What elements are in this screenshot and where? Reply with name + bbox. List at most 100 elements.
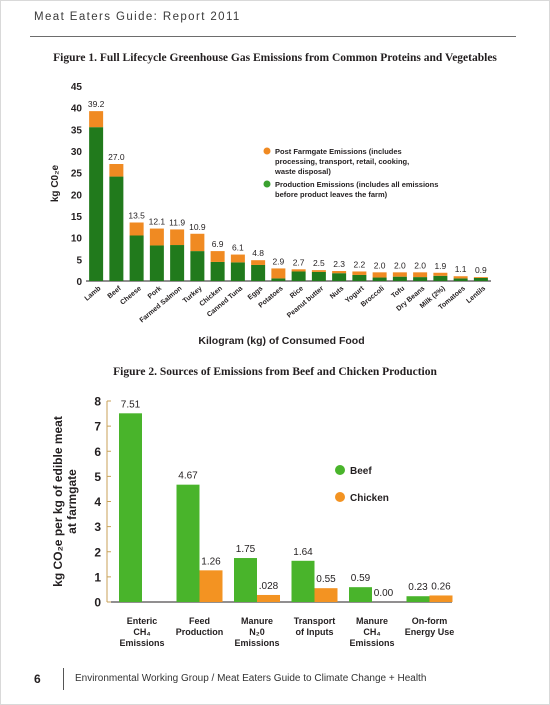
bar-chicken-label: 0.26 [431,581,451,592]
category-label: Feed [189,616,210,626]
category-label: Manure [356,616,388,626]
y-tick-label: 3 [94,520,101,534]
y-tick-label: 2 [94,545,101,559]
bar-total-label: 2.0 [394,260,406,270]
category-label: of Inputs [296,627,334,637]
bar-beef-label: 1.64 [293,547,313,558]
bar-production [352,274,367,281]
bar-post-farmgate [453,276,468,279]
bar-post-farmgate [129,222,144,236]
bar-post-farmgate [149,228,164,246]
bar-chicken-label: 0.55 [316,574,336,585]
bar-production [291,271,306,281]
bar-post-farmgate [210,251,225,262]
category-label: N₂0 [249,627,265,637]
category-label: Emissions [234,638,279,648]
y-tick-label: 10 [71,234,83,245]
figure1-title: Figure 1. Full Lifecycle Greenhouse Gas … [53,52,497,64]
y-tick-label: 5 [94,470,101,484]
bar-beef-label: 4.67 [178,471,198,482]
category-label: Enteric [127,616,158,626]
y-tick-label: 35 [71,125,83,136]
bar-beef [234,558,257,602]
bar-post-farmgate [372,272,387,278]
category-label: Production [176,627,224,637]
y-tick-label: 4 [94,495,101,509]
bar-post-farmgate [230,254,245,263]
bar-total-label: 6.9 [212,239,224,249]
header-rule [30,36,516,37]
bar-total-label: 10.9 [189,222,206,232]
category-label: On-form [412,616,448,626]
bar-total-label: 2.0 [414,260,426,270]
bar-total-label: 1.9 [434,261,446,271]
bar-production [453,278,468,281]
bar-post-farmgate [109,164,124,177]
bar-production [433,275,448,281]
legend-post-farmgate-text: Post Farmgate Emissions (includes [275,147,402,156]
y-axis-label: at farmgate [65,469,79,534]
bar-beef [176,484,200,602]
y-axis-label: kg CO₂e per kg of edible meat [51,416,65,587]
bar-total-label: 6.1 [232,243,244,253]
bar-total-label: 4.8 [252,248,264,258]
legend-beef-label: Beef [350,466,372,477]
bar-post-farmgate [311,270,326,272]
bar-post-farmgate [413,272,428,278]
bar-chicken [429,595,453,602]
legend-post-farmgate-text: processing, transport, retail, cooking, [275,157,409,166]
y-tick-label: 15 [71,212,83,223]
page-number: 6 [34,672,41,686]
y-tick-label: 30 [71,147,83,158]
bar-total-label: 2.9 [272,256,284,266]
legend-post-farmgate-marker [263,147,271,155]
bar-production [210,261,225,281]
bar-production [271,278,286,281]
category-label: Energy Use [405,627,455,637]
bar-beef-label: 1.75 [236,544,256,555]
bar-chicken [257,594,280,602]
report-header-title: Meat Eaters Guide: Report 2011 [34,11,241,23]
bar-post-farmgate [89,111,104,128]
bar-chicken [199,570,223,602]
y-tick-label: 1 [94,570,101,584]
bar-post-farmgate [170,229,185,246]
bar-production [170,245,185,281]
y-tick-label: 0 [76,277,82,288]
bar-production [149,245,164,281]
legend-production-text: Production Emissions (includes all emiss… [275,180,438,189]
bar-total-label: 2.0 [374,260,386,270]
bar-beef [119,413,142,602]
bar-total-label: 2.2 [353,259,365,269]
bar-post-farmgate [291,269,306,272]
category-label: Emissions [119,638,164,648]
bar-total-label: 0.9 [475,265,487,275]
bar-production [311,271,326,281]
bar-chicken-label: 0.00 [374,588,394,599]
bar-chicken [314,588,338,602]
legend-post-farmgate-text: waste disposal) [274,167,331,176]
bar-total-label: 11.9 [169,217,185,227]
bar-total-label: 39.2 [88,99,105,109]
bar-beef-label: 7.51 [121,399,141,410]
y-tick-label: 20 [71,190,83,201]
bar-production [190,251,205,281]
footer-divider [63,668,64,690]
legend-beef-marker [335,465,345,475]
legend-chicken-label: Chicken [350,493,389,504]
bar-production [251,264,266,281]
bar-production [372,277,387,281]
y-tick-label: 5 [76,255,82,266]
category-label: CH₄ [363,627,380,637]
bar-post-farmgate [473,277,488,278]
bar-beef [349,587,372,602]
bar-production [230,262,245,281]
bar-production [129,235,144,281]
bar-chicken-label: .028 [259,581,279,592]
bar-total-label: 2.3 [333,259,345,269]
bar-post-farmgate [271,268,286,279]
category-label: Emissions [349,638,394,648]
figure2-title: Figure 2. Sources of Emissions from Beef… [113,366,437,378]
